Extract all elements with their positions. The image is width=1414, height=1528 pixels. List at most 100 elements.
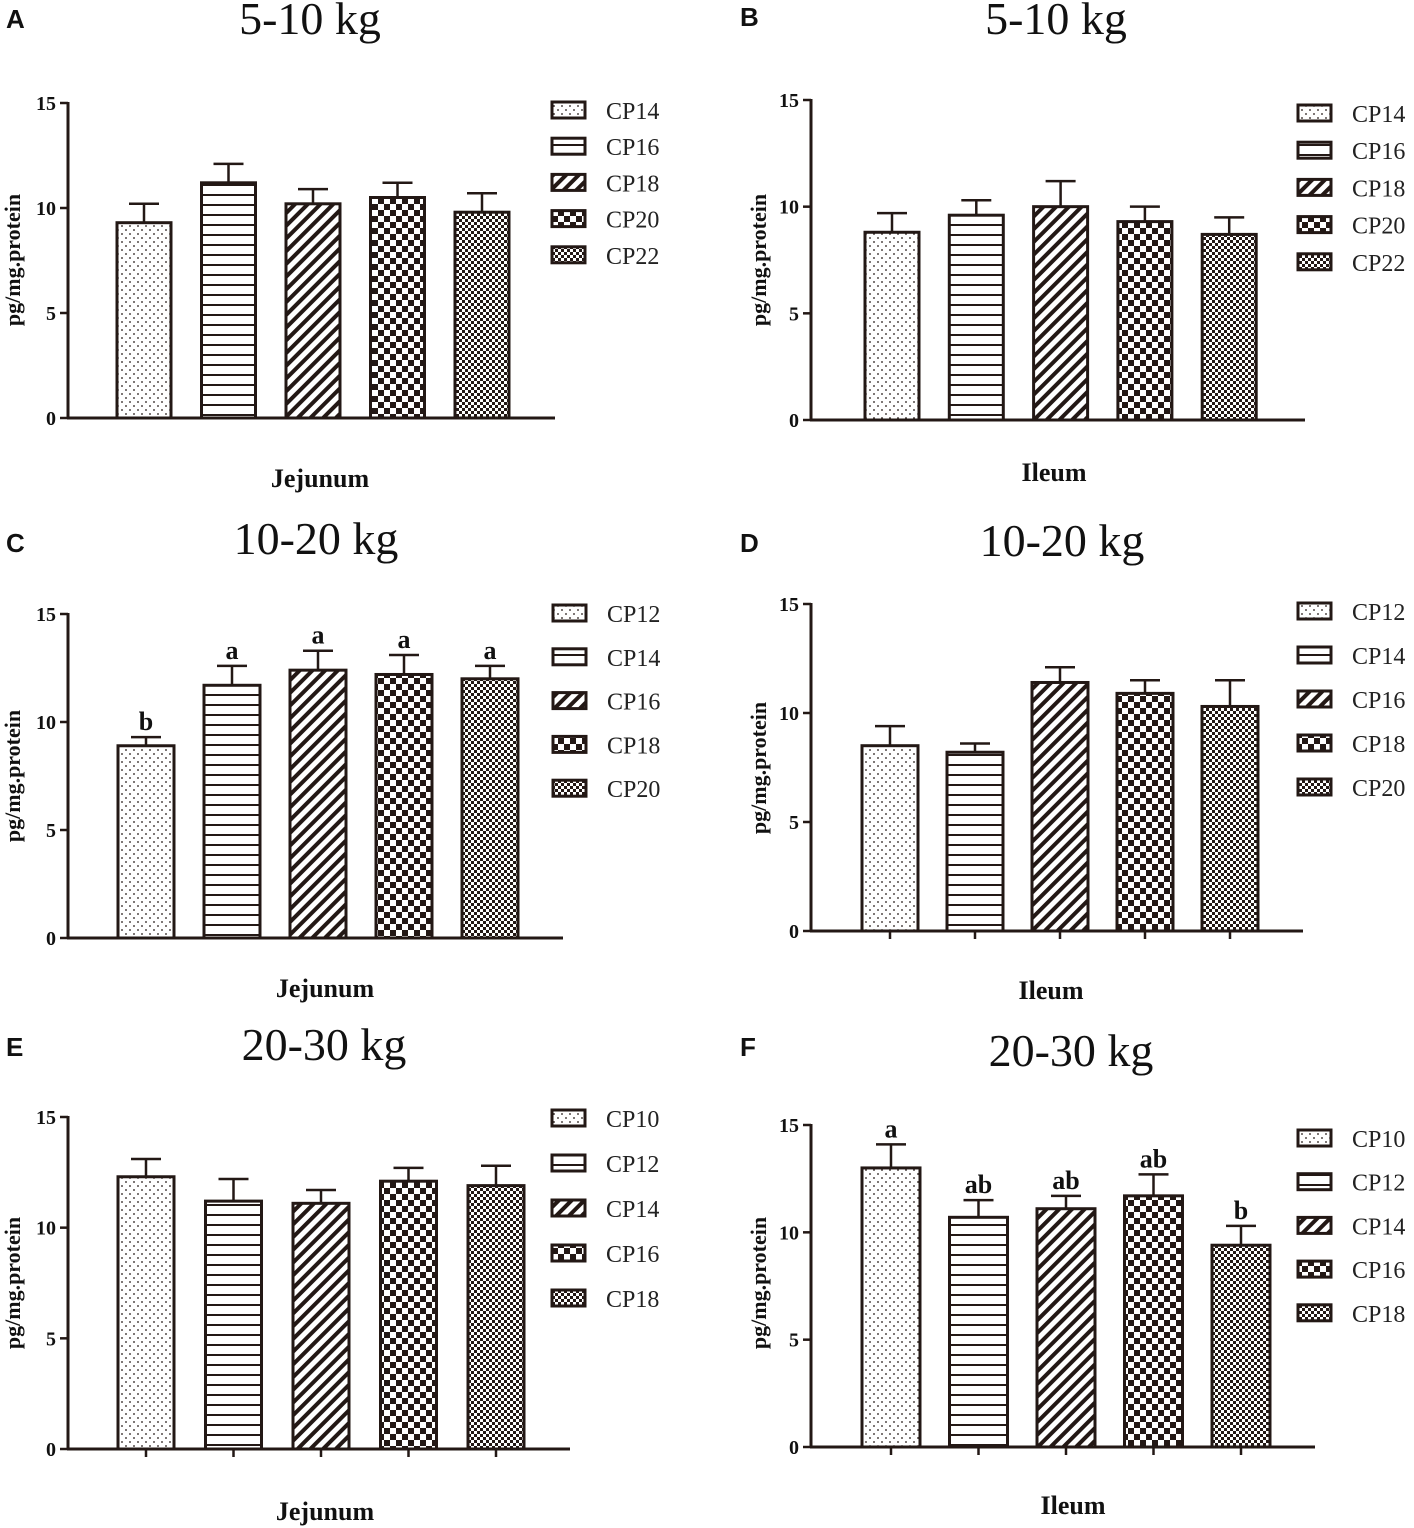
panel-letter: D	[740, 528, 759, 558]
bar-cp16	[200, 181, 257, 420]
legend-label: CP18	[1352, 176, 1405, 202]
y-tick-label: 5	[46, 1328, 56, 1350]
panel-c: C 10-20 kg 0 5 10 15 pg/mg.protein b a a a a Jejunum…	[0, 513, 660, 1003]
legend-swatch	[550, 1243, 587, 1263]
significance-label: a	[226, 636, 239, 665]
legend: CP12 CP14 CP16 CP18 CP20	[1296, 600, 1405, 802]
legend-label: CP16	[607, 690, 660, 716]
y-tick-label: 0	[46, 928, 56, 950]
chart-title: 20-30 kg	[989, 1025, 1154, 1076]
significance-label: b	[139, 707, 153, 736]
y-tick-label: 0	[789, 410, 799, 432]
legend-label: CP16	[606, 135, 659, 161]
y-axis-title: pg/mg.protein	[0, 1217, 25, 1349]
panel-letter: E	[6, 1032, 23, 1062]
y-axis-title: pg/mg.protein	[746, 1217, 771, 1349]
y-tick-label: 5	[789, 812, 799, 834]
y-tick-label: 0	[46, 408, 56, 430]
y-axis-title: pg/mg.protein	[746, 194, 771, 326]
panel-a: A 5-10 kg051015pg/mg.proteinJejunumCP14CP…	[0, 0, 659, 493]
legend-label: CP14	[1352, 102, 1405, 128]
panel-letter: F	[740, 1032, 756, 1062]
legend-swatch	[1296, 177, 1333, 197]
y-tick-label: 10	[779, 703, 799, 725]
legend: CP12 CP14 CP16 CP18 CP20	[551, 602, 660, 803]
bar-cp16	[379, 1179, 438, 1451]
bar-cp14	[202, 683, 262, 940]
bar-cp16	[1030, 680, 1090, 933]
significance-label: a	[885, 1114, 898, 1143]
legend-swatch	[1296, 1172, 1333, 1192]
panel-f: F 20-30 kg 0 5 10 15 pg/mg.protein a ab ab ab b Ileu…	[740, 1025, 1405, 1520]
legend-swatch	[1296, 601, 1333, 621]
y-tick-label: 5	[46, 303, 56, 325]
legend-label: CP10	[606, 1107, 659, 1133]
panel-e: E 20-30 kg051015pg/mg.proteinJejunumCP10C…	[0, 1019, 659, 1526]
legend-label: CP16	[1352, 1258, 1405, 1284]
bar-cp16	[288, 668, 348, 940]
bar-cp14	[863, 230, 921, 422]
panel-d: D 10-20 kg051015pg/mg.proteinIleumCP12CP1…	[740, 515, 1405, 1005]
bar-cp22	[453, 210, 511, 420]
y-tick-label: 15	[36, 1107, 56, 1129]
bar-cp14	[115, 221, 173, 420]
legend: CP14 CP16 CP18 CP20 CP22	[550, 99, 659, 270]
y-axis-title: pg/mg.protein	[746, 702, 771, 834]
panel-b: B 5-10 kg 0 5 10 15 pg/mg.protein Ileum CP14 CP16…	[740, 0, 1405, 487]
y-tick-label: 15	[779, 1115, 799, 1137]
significance-label: b	[1234, 1196, 1248, 1225]
legend-label: CP18	[606, 1287, 659, 1313]
legend-swatch	[1296, 252, 1333, 272]
chart-title: 10-20 kg	[234, 513, 399, 564]
bar-cp16	[1123, 1194, 1184, 1449]
legend-label: CP10	[1352, 1127, 1405, 1153]
y-tick-label: 0	[789, 921, 799, 943]
legend: CP10 CP12 CP14 CP16 CP18	[550, 1107, 659, 1313]
y-tick-label: 15	[36, 93, 56, 115]
y-tick-label: 10	[779, 1222, 799, 1244]
legend-label: CP16	[1352, 688, 1405, 714]
legend-label: CP20	[606, 208, 659, 234]
bar-cp18	[1115, 691, 1175, 933]
bar-cp18	[374, 672, 434, 940]
legend-swatch	[551, 734, 588, 754]
bar-cp10	[116, 1175, 176, 1451]
significance-label: a	[398, 625, 411, 654]
y-tick-label: 15	[36, 604, 56, 626]
legend-swatch	[550, 1153, 587, 1173]
legend-swatch	[550, 1198, 587, 1218]
legend-swatch	[551, 778, 588, 798]
legend-label: CP12	[1352, 600, 1405, 626]
legend-swatch	[1296, 1259, 1333, 1279]
bar-cp18	[1210, 1243, 1272, 1449]
legend-swatch	[551, 691, 588, 711]
bar-cp10	[860, 1166, 922, 1449]
bar-cp14	[945, 750, 1005, 933]
x-axis-title: Jejunum	[276, 1497, 375, 1526]
legend-swatch	[551, 603, 588, 623]
legend-swatch	[550, 100, 587, 120]
legend-label: CP14	[606, 1197, 659, 1223]
legend-swatch	[1296, 689, 1333, 709]
legend-label: CP18	[606, 171, 659, 197]
legend-swatch	[550, 1288, 587, 1308]
legend-swatch	[550, 245, 587, 265]
legend-swatch	[551, 647, 588, 667]
bar-cp20	[460, 677, 520, 940]
legend-label: CP22	[606, 244, 659, 270]
y-axis-title: pg/mg.protein	[0, 710, 25, 842]
significance-label: ab	[1140, 1144, 1167, 1173]
y-tick-label: 0	[789, 1437, 799, 1459]
bar-cp20	[1200, 704, 1260, 933]
bar-cp14	[291, 1201, 351, 1451]
legend-swatch	[1296, 103, 1333, 123]
legend-label: CP22	[1352, 251, 1405, 277]
legend-swatch	[550, 1108, 587, 1128]
significance-label: ab	[965, 1170, 992, 1199]
bar-cp20	[369, 196, 426, 420]
bar-cp12	[116, 744, 176, 940]
legend-label: CP14	[607, 646, 660, 672]
legend-label: CP16	[606, 1242, 659, 1268]
legend-swatch	[1296, 733, 1333, 753]
